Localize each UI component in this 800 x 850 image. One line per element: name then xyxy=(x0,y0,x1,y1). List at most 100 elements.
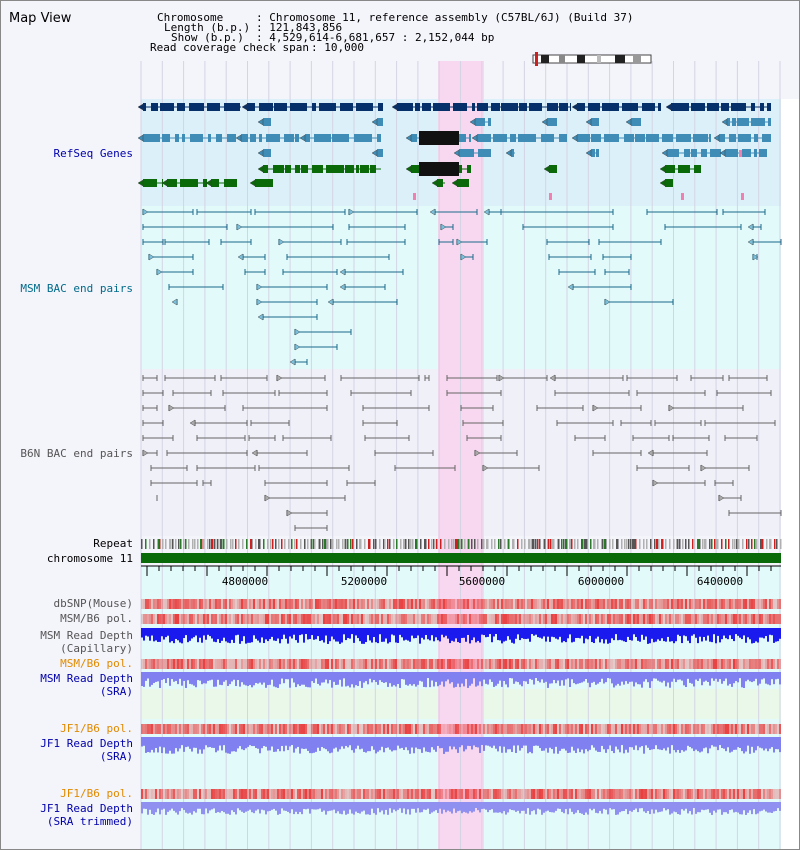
track-label-msm-bac[interactable]: MSM BAC end pairs xyxy=(20,282,133,295)
jf1-pol-cell xyxy=(751,724,753,734)
jf1-pol-cell xyxy=(503,724,505,734)
msm-depth-cap-bar xyxy=(431,628,433,636)
track-label-msm-depth-sra[interactable]: MSM Read Depth xyxy=(40,672,133,685)
msm-depth-cap-bar xyxy=(547,628,549,637)
jf1-pol-2-cell xyxy=(385,789,387,799)
repeat-mark xyxy=(693,539,695,549)
track-label-refseq[interactable]: RefSeq Genes xyxy=(53,147,133,160)
jf1-pol-2-cell xyxy=(181,789,183,799)
jf1-trim-bar xyxy=(501,802,503,814)
jf1-pol-cell xyxy=(361,724,363,734)
msm-pol-2-cell xyxy=(261,659,263,669)
msm-pol-cell xyxy=(579,614,581,624)
msm-depth-sra-bar xyxy=(225,672,227,681)
msm-pol-cell xyxy=(385,614,387,624)
msm-pol-cell xyxy=(297,614,299,624)
msm-depth-cap-bar xyxy=(621,628,623,641)
jf1-pol-cell xyxy=(749,724,751,734)
msm-pol-cell xyxy=(499,614,501,624)
jf1-trim-bar xyxy=(509,802,511,810)
dbsnp-cell xyxy=(629,599,631,609)
jf1-trim-bar xyxy=(235,802,237,815)
jf1-pol-2-cell xyxy=(349,789,351,799)
msm-depth-sra-bar xyxy=(305,672,307,687)
track-label-msm-depth-cap[interactable]: MSM Read Depth xyxy=(40,629,133,642)
jf1-trim-bar xyxy=(711,802,713,815)
dbsnp-cell xyxy=(693,599,695,609)
dbsnp-cell xyxy=(669,599,671,609)
repeat-mark xyxy=(533,539,535,549)
msm-pol-2-cell xyxy=(533,659,535,669)
jf1-pol-cell xyxy=(357,724,359,734)
track-label-jf1-depth[interactable]: JF1 Read Depth xyxy=(40,737,133,750)
jf1-pol-2-cell xyxy=(605,789,607,799)
track-label-msm-pol-2[interactable]: MSM/B6 pol. xyxy=(60,657,133,670)
msm-pol-cell xyxy=(381,614,383,624)
msm-depth-sra-bar xyxy=(235,672,237,687)
msm-pol-2-cell xyxy=(627,659,629,669)
jf1-depth-bar xyxy=(713,737,715,747)
jf1-pol-cell xyxy=(189,724,191,734)
track-label-jf1-pol-2[interactable]: JF1/B6 pol. xyxy=(60,787,133,800)
dbsnp-cell xyxy=(373,599,375,609)
dbsnp-cell xyxy=(617,599,619,609)
msm-pol-2-cell xyxy=(709,659,711,669)
msm-pol-2-cell xyxy=(331,659,333,669)
msm-pol-2-cell xyxy=(639,659,641,669)
msm-pol-cell xyxy=(455,614,457,624)
msm-pol-2-cell xyxy=(453,659,455,669)
msm-depth-cap-bar xyxy=(735,628,737,635)
msm-depth-sra-bar xyxy=(443,672,445,687)
msm-depth-cap-bar xyxy=(217,628,219,640)
jf1-depth-bar xyxy=(637,737,639,751)
jf1-pol-cell xyxy=(271,724,273,734)
jf1-depth-bar xyxy=(295,737,297,749)
track-label-jf1-pol[interactable]: JF1/B6 pol. xyxy=(60,722,133,735)
dbsnp-cell xyxy=(229,599,231,609)
repeat-mark xyxy=(272,539,274,549)
jf1-depth-bar xyxy=(517,737,519,746)
jf1-pol-cell xyxy=(457,724,459,734)
msm-pol-2-cell xyxy=(557,659,559,669)
track-label-msm-pol[interactable]: MSM/B6 pol. xyxy=(60,612,133,625)
repeat-mark xyxy=(314,539,316,549)
msm-pol-cell xyxy=(287,614,289,624)
repeat-mark xyxy=(544,539,546,549)
track-label-jf1-trim[interactable]: JF1 Read Depth xyxy=(40,802,133,815)
track-label-dbsnp[interactable]: dbSNP(Mouse) xyxy=(53,597,133,610)
jf1-trim-bar xyxy=(217,802,219,813)
msm-depth-cap-bar xyxy=(367,628,369,636)
track-label-b6n-bac[interactable]: B6N BAC end pairs xyxy=(20,447,133,460)
msm-depth-sra-bar xyxy=(207,672,209,681)
msm-pol-2-cell xyxy=(157,659,159,669)
jf1-pol-cell xyxy=(627,724,629,734)
jf1-pol-2-cell xyxy=(351,789,353,799)
repeat-mark xyxy=(145,539,147,549)
msm-pol-2-cell xyxy=(417,659,419,669)
jf1-pol-2-cell xyxy=(769,789,771,799)
msm-depth-cap-bar xyxy=(305,628,307,635)
jf1-pol-2-cell xyxy=(765,789,767,799)
repeat-mark xyxy=(226,539,228,549)
repeat-mark xyxy=(581,539,583,549)
dbsnp-cell xyxy=(503,599,505,609)
msm-depth-cap-bar xyxy=(255,628,257,639)
msm-pol-2-cell xyxy=(433,659,435,669)
msm-pol-cell xyxy=(449,614,451,624)
jf1-pol-cell xyxy=(439,724,441,734)
msm-pol-cell xyxy=(417,614,419,624)
jf1-pol-2-cell xyxy=(315,789,317,799)
jf1-pol-cell xyxy=(229,724,231,734)
bac-end-arrow xyxy=(747,238,754,246)
jf1-depth-bar xyxy=(185,737,187,748)
jf1-depth-bar xyxy=(321,737,323,748)
msm-pol-2-cell xyxy=(377,659,379,669)
msm-pol-cell xyxy=(267,614,269,624)
msm-pol-cell xyxy=(489,614,491,624)
jf1-trim-bar xyxy=(401,802,403,813)
jf1-pol-2-cell xyxy=(597,789,599,799)
jf1-trim-bar xyxy=(575,802,577,813)
msm-pol-cell xyxy=(697,614,699,624)
jf1-pol-cell xyxy=(329,724,331,734)
